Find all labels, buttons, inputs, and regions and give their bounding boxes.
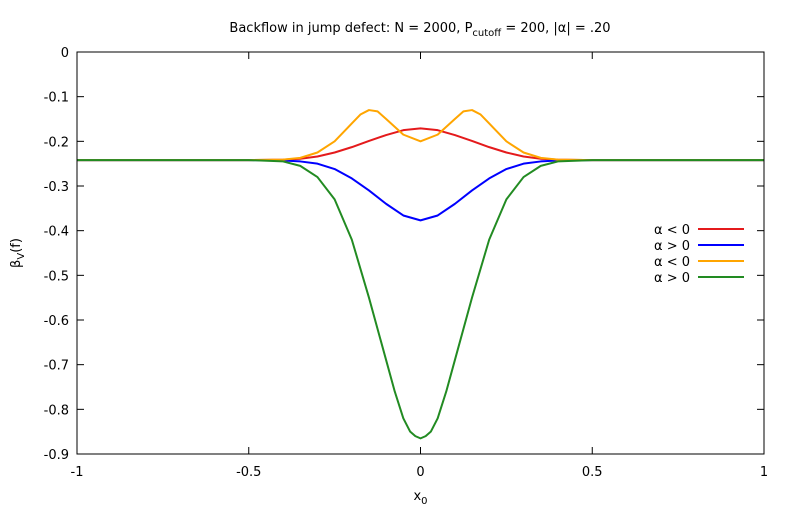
y-axis: 0 -0.1 -0.2 -0.3 -0.4 -0.5 -0.6 -0.7 -0.8 -0.9 [44, 46, 764, 463]
y-tick-label: -0.1 [44, 91, 69, 106]
y-tick-label: -0.6 [44, 314, 69, 329]
y-tick-label: -0.2 [44, 135, 69, 150]
x-tick-label: 0.5 [582, 465, 603, 480]
y-axis-label-subscript: V [16, 253, 27, 260]
chart-title-prefix: Backflow in jump defect: N = 2000, P [229, 21, 472, 36]
x-axis: -1 -0.5 0 0.5 1 [71, 52, 768, 480]
chart-title-suffix: = 200, |α| = .20 [501, 21, 610, 36]
x-tick-label: -0.5 [236, 465, 261, 480]
series-line-2 [77, 159, 764, 222]
x-tick-label: 1 [760, 465, 768, 480]
y-tick-label: -0.9 [44, 448, 69, 463]
series-line-3 [77, 109, 764, 162]
series-line-1 [77, 127, 764, 162]
plot-area [77, 109, 764, 440]
y-tick-label: -0.5 [44, 269, 69, 284]
y-tick-label: 0 [61, 46, 69, 61]
x-axis-label-subscript: 0 [421, 496, 427, 507]
x-tick-label: 0 [416, 465, 424, 480]
chart-title-subscript: cutoff [472, 28, 502, 39]
legend-label: α > 0 [654, 239, 690, 254]
x-tick-label: -1 [71, 465, 84, 480]
legend-label: α < 0 [654, 223, 690, 238]
y-axis-label-base: β [9, 260, 24, 268]
x-axis-label: x0 [413, 489, 427, 507]
y-tick-label: -0.7 [44, 359, 69, 374]
y-tick-label: -0.4 [44, 225, 69, 240]
y-tick-label: -0.8 [44, 403, 69, 418]
chart-title: Backflow in jump defect: N = 2000, Pcuto… [229, 21, 610, 39]
legend-label: α < 0 [654, 255, 690, 270]
legend: α < 0α > 0α < 0α > 0 [654, 223, 744, 286]
y-tick-label: -0.3 [44, 180, 69, 195]
x-axis-label-base: x [413, 489, 421, 504]
y-axis-label-suffix: (f) [9, 238, 24, 253]
y-axis-label: βV(f) [9, 238, 27, 268]
series-line-4 [77, 159, 764, 440]
legend-label: α > 0 [654, 271, 690, 286]
